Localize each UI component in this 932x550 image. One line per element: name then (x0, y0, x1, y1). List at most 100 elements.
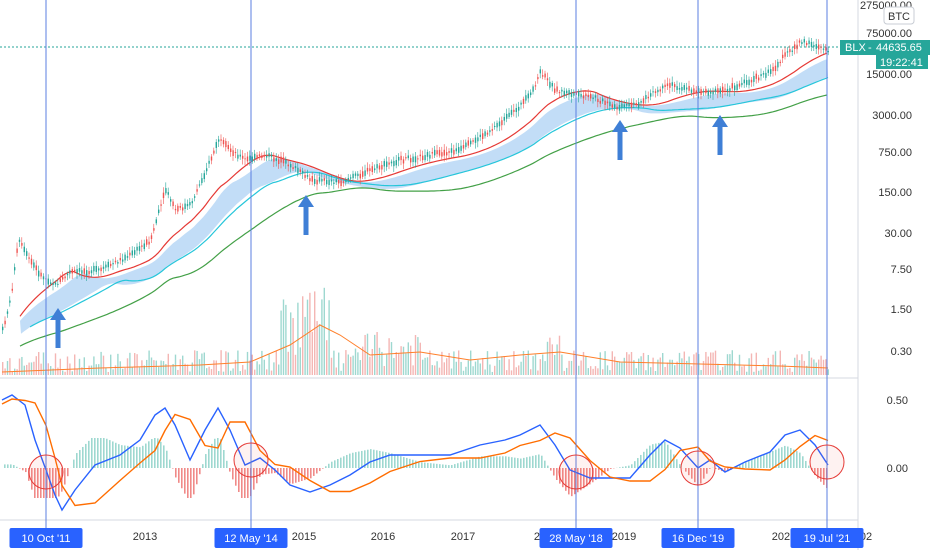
macd-hist-bar (655, 443, 657, 468)
ma-green-line (19, 94, 828, 347)
candle-body (105, 264, 107, 268)
macd-hist-bar (799, 452, 801, 468)
volume-bar (558, 335, 561, 375)
candle-body (659, 89, 661, 92)
macd-hist-bar (766, 453, 768, 468)
candle-body (566, 90, 568, 94)
candle-body (330, 179, 333, 182)
candle-body (234, 151, 237, 154)
date-flag: 10 Oct '11 (9, 528, 83, 548)
macd-hist-bar (679, 464, 681, 468)
volume-bar (102, 355, 105, 375)
volume-bar (746, 371, 748, 375)
candle-body (174, 208, 177, 211)
volume-bar (736, 370, 738, 375)
volume-bar (765, 366, 767, 375)
volume-bar (270, 370, 273, 375)
volume-bar (6, 360, 9, 375)
macd-hist-bar (232, 468, 234, 480)
macd-hist-bar (358, 451, 360, 468)
volume-bar (808, 350, 810, 375)
volume-bar (594, 366, 597, 375)
macd-tick-label: 0.00 (887, 463, 908, 475)
candle-body (33, 262, 35, 268)
volume-bar (434, 365, 436, 375)
volume-bar (134, 353, 136, 375)
candle-body (592, 97, 594, 100)
macd-hist-bar (589, 468, 591, 485)
volume-bar (544, 361, 546, 375)
volume-bar (705, 351, 707, 375)
volume-bar (551, 344, 553, 375)
macd-hist-bar (700, 468, 702, 484)
candle-body (9, 300, 11, 303)
macd-hist-bar (628, 465, 630, 468)
macd-hist-bar (577, 468, 579, 493)
macd-hist-bar (805, 460, 807, 468)
date-flag: 19 Jul '21 (790, 528, 864, 548)
volume-bar (506, 370, 508, 375)
candle-body (251, 156, 253, 162)
candle-body (302, 170, 304, 174)
volume-bar (263, 359, 265, 375)
volume-bar (602, 369, 604, 375)
volume-bar (371, 348, 373, 375)
volume-bar (707, 356, 709, 375)
volume-bar (530, 369, 532, 375)
macd-hist-bar (367, 449, 369, 468)
time-axis-label: 2017 (451, 531, 475, 543)
candle-body (299, 169, 301, 172)
candle-body (179, 206, 181, 208)
volume-bar (378, 347, 381, 375)
candle-body (338, 180, 340, 184)
macd-hist-bar (823, 468, 825, 485)
volume-bar (330, 357, 333, 375)
candle-body (215, 142, 217, 148)
volume-bar (234, 359, 237, 375)
volume-bar (201, 353, 203, 375)
candle-body (129, 252, 131, 256)
macd-hist-bar (607, 468, 609, 472)
price-tick-label: 1.50 (891, 304, 912, 316)
candle-body (606, 101, 609, 104)
macd-hist-bar (292, 468, 294, 484)
macd-hist-bar (331, 461, 333, 468)
volume-bar (537, 370, 539, 375)
macd-hist-bar (415, 460, 417, 468)
volume-ma-line (1, 324, 829, 373)
candle-body (774, 65, 777, 71)
volume-bar (376, 332, 378, 375)
candle-body (551, 82, 553, 87)
macd-hist-bar (142, 445, 144, 468)
macd-hist-bar (223, 450, 225, 468)
macd-hist-bar (502, 456, 504, 468)
macd-hist-bar (763, 454, 765, 468)
macd-signal-line (1, 398, 829, 507)
macd-hist-bar (391, 453, 393, 468)
volume-bar (611, 351, 613, 375)
currency-badge-box[interactable] (883, 6, 915, 25)
volume-bar (717, 363, 719, 375)
candle-body (275, 158, 277, 161)
macd-hist-bar (325, 466, 327, 468)
candle-body (191, 201, 193, 204)
volume-bar (450, 368, 453, 375)
macd-hist-bar (196, 468, 198, 485)
candle-body (520, 102, 522, 105)
macd-hist-bar (781, 447, 783, 468)
volume-bar (160, 360, 162, 375)
volume-bar (638, 358, 640, 375)
volume-bar (582, 351, 585, 375)
macd-hist-bar (97, 438, 99, 468)
candle-body (69, 270, 71, 274)
candle-body (479, 134, 481, 137)
volume-bar (393, 358, 395, 375)
macd-hist-bar (403, 457, 405, 468)
volume-bar (18, 358, 21, 375)
candle-body (441, 152, 443, 157)
candle-body (390, 161, 393, 164)
candle-body (326, 179, 328, 185)
candle-body (645, 95, 647, 100)
candle-body (539, 69, 541, 74)
volume-bar (436, 361, 438, 375)
